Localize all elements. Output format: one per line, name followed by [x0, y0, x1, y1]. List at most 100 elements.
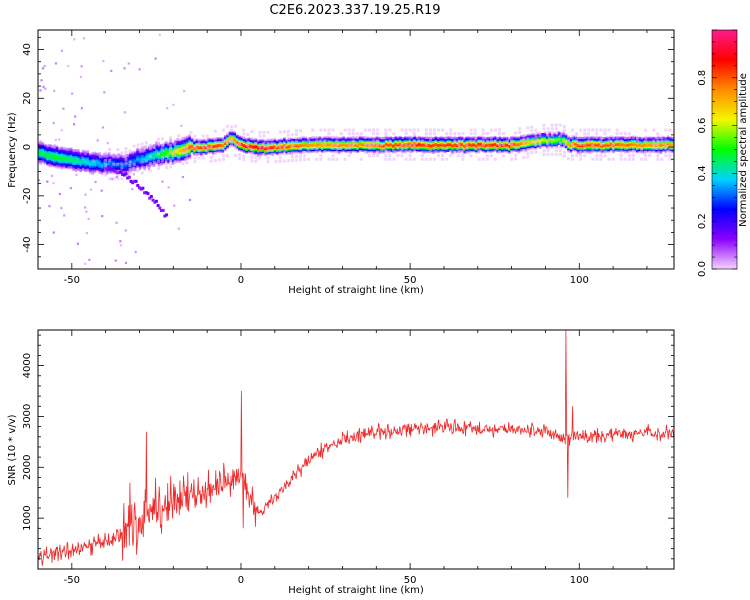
- spectrogram-cell: [349, 138, 352, 141]
- spectrogram-cell: [157, 143, 161, 147]
- spectrogram-cell: [315, 139, 319, 143]
- spectrogram-cell: [112, 159, 116, 163]
- spectrogram-cell: [558, 123, 562, 127]
- spectrogram-cell: [638, 136, 641, 140]
- spectrogram-cell: [174, 157, 177, 161]
- spectrogram-cell: [53, 144, 56, 147]
- spectrogram-cell: [543, 137, 547, 140]
- spectrogram-cell: [238, 136, 241, 140]
- spectrogram-cell: [292, 146, 296, 149]
- spectrogram-cell: [370, 146, 374, 150]
- spectrogram-cell: [633, 148, 637, 152]
- spectrogram-cell: [318, 143, 322, 146]
- spectrogram-cell: [510, 144, 514, 148]
- spectrogram-cell: [140, 148, 144, 151]
- spectrogram-cell: [489, 142, 492, 146]
- spectrogram-cell: [536, 135, 540, 139]
- spectrogram-cell: [38, 157, 40, 160]
- spectrogram-cell: [96, 155, 99, 159]
- spectrogram-cell: [121, 172, 125, 176]
- spectrogram-cell: [640, 146, 644, 150]
- spectrogram-cell: [209, 147, 213, 151]
- spectrogram-cell: [557, 136, 561, 140]
- spectrogram-cell: [233, 138, 236, 142]
- spectrogram-cell: [48, 154, 52, 158]
- spectrogram-cell: [554, 130, 558, 134]
- spectrogram-cell: [124, 150, 128, 154]
- spectrogram-cell: [140, 149, 144, 153]
- spectrogram-cell: [200, 140, 203, 144]
- spectrogram-cell: [347, 143, 351, 147]
- spectrogram-cell: [53, 157, 56, 161]
- spectrogram-cell: [212, 148, 215, 151]
- spectrogram-cell: [193, 150, 196, 153]
- spectrogram-cell: [526, 126, 530, 130]
- spectrogram-cell: [536, 139, 540, 143]
- spectrogram-cell: [294, 129, 298, 133]
- spectrogram-cell: [415, 142, 419, 146]
- spectrogram-cell: [581, 147, 585, 151]
- spectrogram-cell: [368, 138, 371, 141]
- spectrogram-cell: [508, 145, 511, 148]
- spectrogram-cell: [282, 148, 286, 152]
- spectrogram-cell: [93, 170, 97, 174]
- spectrogram-cell: [503, 146, 506, 150]
- spectrogram-cell: [58, 164, 61, 168]
- spectrogram-cell: [299, 150, 303, 153]
- spectrogram-cell: [41, 152, 45, 155]
- spectrogram-cell: [448, 146, 452, 150]
- spectrogram-cell: [627, 132, 631, 136]
- spectrogram-cell: [650, 146, 653, 150]
- spectrogram-cell: [299, 151, 303, 155]
- spectrogram-cell: [612, 138, 615, 142]
- spectrogram-cell: [195, 152, 199, 155]
- spectrogram-cell: [517, 144, 521, 148]
- spectrogram-cell: [621, 139, 625, 142]
- spectrogram-cell: [53, 160, 56, 164]
- spectrogram-cell: [164, 152, 168, 156]
- spectrogram-cell: [162, 153, 165, 156]
- spectrogram-cell: [185, 148, 189, 152]
- spectrogram-cell: [416, 128, 420, 132]
- spectrogram-cell: [91, 153, 94, 156]
- spectrogram-cell: [131, 161, 135, 165]
- spectrogram-cell: [593, 136, 596, 140]
- spectrogram-cell: [531, 143, 535, 146]
- spectrogram-cell: [579, 157, 583, 161]
- spectrogram-cell: [156, 159, 160, 163]
- spectrogram-cell: [498, 147, 502, 151]
- spectrogram-cell: [242, 143, 246, 146]
- spectrogram-cell: [190, 140, 194, 144]
- spectrogram-cell: [297, 141, 300, 145]
- spectrogram-cell: [242, 132, 246, 136]
- spectrogram-cell: [505, 142, 509, 146]
- spectrogram-cell: [91, 170, 94, 174]
- spectrogram-cell: [351, 145, 355, 148]
- spectrogram-cell: [529, 143, 532, 147]
- spectrogram-cell: [325, 143, 329, 147]
- spectrogram-cell: [273, 139, 277, 143]
- spectrogram-cell: [427, 137, 431, 140]
- spectrogram-cell: [128, 171, 132, 175]
- spectrogram-cell: [614, 141, 618, 145]
- spectrogram-cell: [562, 141, 566, 145]
- spectrogram-cell: [493, 144, 497, 148]
- spectrogram-cell: [193, 151, 196, 155]
- spectrogram-cell: [656, 154, 660, 158]
- spectrogram-cell: [328, 139, 331, 142]
- spectrogram-cell: [605, 138, 608, 141]
- spectrogram-cell: [273, 151, 277, 155]
- spectrogram-cell: [100, 157, 104, 161]
- spectrogram-cell: [245, 138, 248, 141]
- colorbar: 0.00.20.40.60.8 Normalized spectral ampl…: [697, 29, 749, 277]
- snr-marks: [38, 330, 674, 566]
- spectrogram-cell: [261, 147, 265, 151]
- spectrogram-cell: [245, 149, 248, 153]
- spectrogram-cell: [439, 137, 442, 141]
- spectrogram-cell: [645, 144, 648, 147]
- spectrogram-cell: [195, 144, 199, 148]
- spectrogram-cell: [257, 140, 260, 144]
- spectrogram-cell: [500, 148, 504, 152]
- spectrogram-cell: [252, 140, 255, 143]
- spectrogram-cell: [72, 152, 75, 155]
